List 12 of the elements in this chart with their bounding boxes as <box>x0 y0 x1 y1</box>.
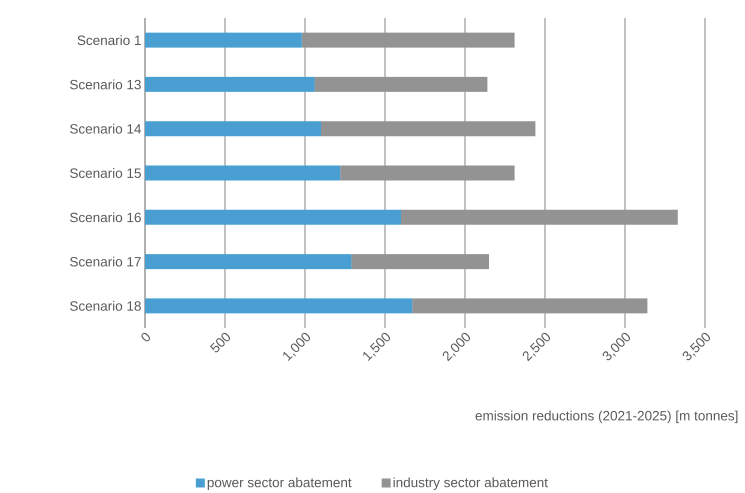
y-tick-label: Scenario 13 <box>70 79 141 90</box>
y-tick-label: Scenario 16 <box>70 212 141 222</box>
x-axis-title: emission reductions (2021-2025) [m tonnes] <box>476 410 738 424</box>
y-tick-label: Scenario 18 <box>70 300 141 311</box>
x-tick-label: 0 <box>141 332 150 342</box>
legend-label: power sector abatement <box>208 477 352 490</box>
x-tick-label: 500 <box>210 332 230 352</box>
y-tick-label: Scenario 14 <box>70 124 142 134</box>
y-tick-label: Scenario 17 <box>70 256 141 267</box>
legend-label: industry sector abatement <box>394 477 548 490</box>
y-tick-label: Scenario 1 <box>78 35 141 46</box>
y-tick-label: Scenario 15 <box>70 168 141 178</box>
